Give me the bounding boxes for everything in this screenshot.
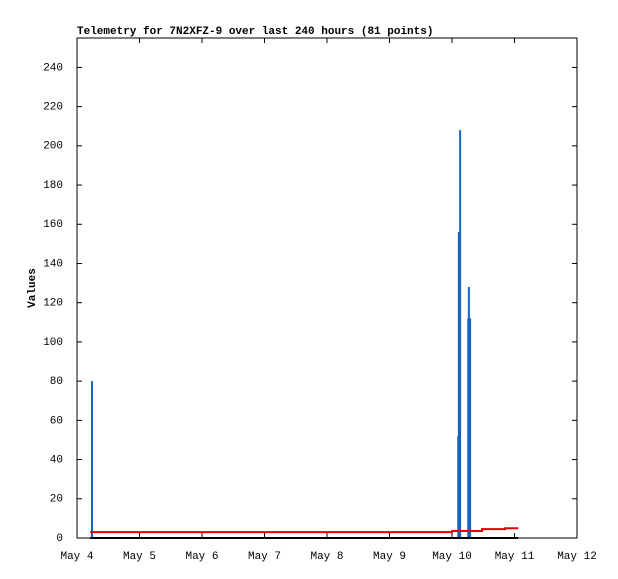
y-tick-label: 120 <box>43 298 63 310</box>
y-tick-label: 180 <box>43 180 63 192</box>
x-tick-label: May 12 <box>557 551 597 563</box>
x-tick-label: May 8 <box>310 551 343 563</box>
y-tick-label: 140 <box>43 258 63 270</box>
y-tick-label: 80 <box>50 376 63 388</box>
chart-title: Telemetry for 7N2XFZ-9 over last 240 hou… <box>77 26 433 38</box>
y-tick-label: 0 <box>56 533 63 545</box>
x-tick-label: May 11 <box>495 551 535 563</box>
x-tick-label: May 4 <box>60 551 93 563</box>
x-tick-label: May 5 <box>123 551 156 563</box>
y-tick-label: 220 <box>43 102 63 114</box>
x-tick-label: May 9 <box>373 551 406 563</box>
y-tick-label: 100 <box>43 337 63 349</box>
plot-frame <box>76 37 578 539</box>
y-tick-label: 160 <box>43 219 63 231</box>
x-tick-label: May 10 <box>432 551 472 563</box>
y-tick-label: 240 <box>43 62 63 74</box>
y-tick-label: 40 <box>50 454 63 466</box>
y-tick-label: 20 <box>50 494 63 506</box>
x-tick-label: May 7 <box>248 551 281 563</box>
y-tick-label: 60 <box>50 415 63 427</box>
series-line <box>90 527 519 534</box>
y-axis-label: Values <box>27 268 39 308</box>
y-tick-label: 200 <box>43 141 63 153</box>
x-tick-label: May 6 <box>185 551 218 563</box>
